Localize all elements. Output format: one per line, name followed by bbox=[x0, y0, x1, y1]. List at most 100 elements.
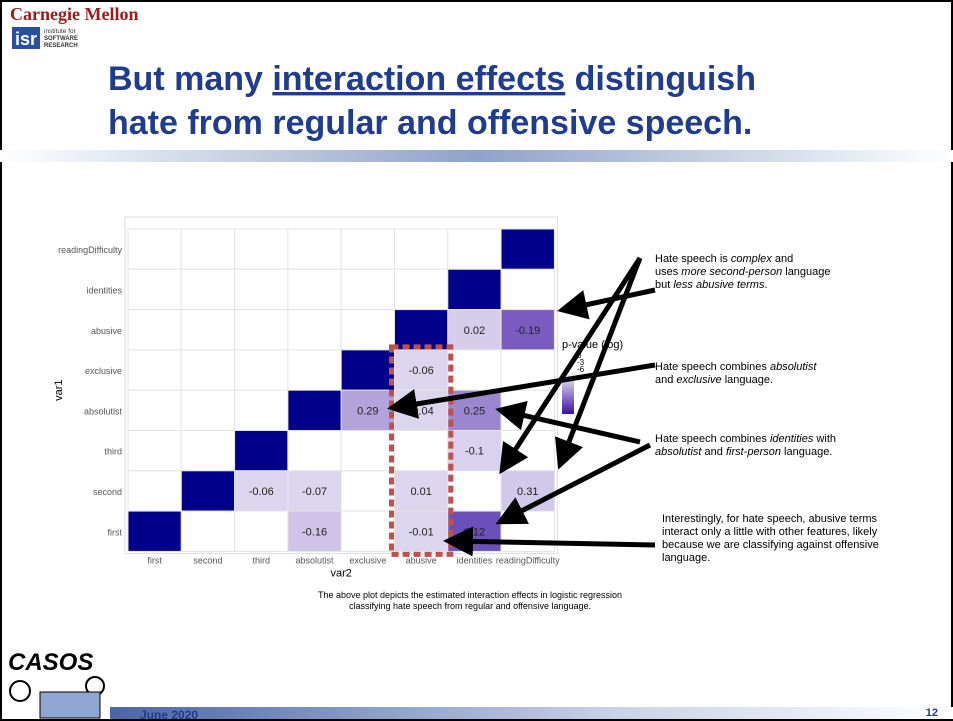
x-tick-label: third bbox=[252, 555, 270, 565]
heatmap-cell bbox=[234, 349, 289, 391]
heatmap-cell bbox=[234, 228, 289, 270]
heatmap-cell bbox=[234, 430, 289, 472]
text-segment: interact only a little with other featur… bbox=[662, 526, 878, 538]
heatmap-cell bbox=[234, 389, 289, 432]
heatmap-cell bbox=[447, 228, 502, 270]
heatmap-cell bbox=[127, 309, 182, 351]
cell-label: 0.01 bbox=[410, 486, 431, 498]
caption: classifying hate speech from regular and… bbox=[349, 601, 591, 611]
text-segment: language bbox=[782, 266, 830, 278]
text-line: Hate speech is complex and bbox=[655, 253, 793, 265]
text-segment: and bbox=[655, 374, 676, 386]
heatmap-cell bbox=[394, 309, 449, 351]
arrows bbox=[387, 256, 656, 557]
footer-bar bbox=[110, 707, 953, 719]
text-line: language. bbox=[662, 552, 710, 564]
legend-bar bbox=[562, 372, 574, 414]
heatmap-cell bbox=[287, 309, 342, 351]
heatmap-cell bbox=[287, 430, 342, 472]
text-segment: language. bbox=[722, 374, 773, 386]
y-tick-label: abusive bbox=[91, 326, 122, 336]
heatmap-cell bbox=[180, 430, 236, 472]
heatmap-cell bbox=[340, 430, 396, 472]
y-tick-label: first bbox=[108, 527, 123, 537]
heatmap-cell bbox=[234, 309, 289, 351]
text-segment: distinguish bbox=[565, 60, 756, 98]
logo-text: SOFTWARE bbox=[44, 36, 78, 42]
heatmap-cell bbox=[500, 228, 555, 270]
heatmap-cell bbox=[447, 470, 502, 512]
heatmap-cell bbox=[287, 349, 342, 391]
institution: Carnegie Mellon bbox=[10, 4, 138, 24]
y-tick-label: exclusive bbox=[85, 366, 122, 376]
logo-block bbox=[39, 691, 101, 719]
text-segment: exclusive bbox=[676, 374, 721, 386]
text-segment: interaction effects bbox=[272, 60, 565, 98]
text-line: and exclusive language. bbox=[655, 374, 773, 386]
cell-label: 0.02 bbox=[464, 325, 485, 337]
text-segment: less abusive terms bbox=[673, 279, 765, 291]
text-line: Hate speech combines absolutist bbox=[655, 361, 817, 373]
text-segment: Interestingly, for hate speech, abusive … bbox=[662, 513, 878, 525]
heatmap-cell bbox=[287, 389, 342, 432]
cell-label: 0.31 bbox=[517, 486, 538, 498]
legend-title: p-value (log) bbox=[562, 339, 623, 351]
text-segment: uses bbox=[655, 266, 681, 278]
x-axis-title: var2 bbox=[330, 567, 351, 579]
heatmap-cell bbox=[340, 389, 396, 432]
heatmap-cell bbox=[127, 268, 182, 311]
legend-tick: -6 bbox=[577, 365, 585, 374]
x-tick-label: identities bbox=[457, 555, 493, 565]
heatmap-cell bbox=[394, 228, 449, 270]
heatmap-cell bbox=[180, 268, 236, 311]
x-tick-label: readingDifficulty bbox=[496, 555, 560, 565]
cell-label: -0.01 bbox=[409, 526, 434, 538]
cell-label: 0.12 bbox=[464, 526, 485, 538]
heatmap-cell bbox=[500, 430, 555, 472]
heatmap-cell bbox=[127, 510, 182, 552]
text-line: because we are classifying against offen… bbox=[662, 539, 879, 551]
heatmap-cell bbox=[180, 389, 236, 432]
footer-date: June 2020 bbox=[140, 708, 198, 721]
y-tick-label: identities bbox=[86, 285, 122, 295]
heatmap-cell bbox=[394, 268, 449, 311]
heatmap-cell bbox=[447, 430, 502, 472]
y-axis-title: var1 bbox=[53, 379, 65, 400]
heatmap-cell bbox=[340, 349, 396, 391]
logo-text: RESEARCH bbox=[44, 43, 78, 49]
cell-label: -0.16 bbox=[302, 526, 327, 538]
text-segment: with bbox=[813, 433, 836, 445]
heatmap-cell bbox=[180, 510, 236, 552]
heatmap-cell bbox=[447, 268, 502, 311]
heatmap-cell bbox=[287, 228, 342, 270]
text-line: uses more second-person language bbox=[655, 266, 831, 278]
text-segment: Hate speech is bbox=[655, 253, 731, 265]
caption: The above plot depicts the estimated int… bbox=[318, 590, 622, 600]
heatmap-cell bbox=[394, 470, 449, 512]
y-tick-label: absolutist bbox=[84, 406, 123, 416]
text-segment: identities bbox=[770, 433, 814, 445]
heatmap-cell bbox=[340, 228, 396, 270]
heatmap-cell bbox=[180, 470, 236, 512]
logo: isr bbox=[15, 29, 37, 49]
legend-tick: -3 bbox=[577, 358, 585, 367]
heatmap-cell bbox=[180, 309, 236, 351]
logo-box bbox=[12, 27, 40, 49]
x-tick-label: second bbox=[193, 555, 222, 565]
x-tick-label: first bbox=[147, 555, 162, 565]
y-tick-label: third bbox=[104, 447, 122, 457]
text-segment: Hate speech combines bbox=[655, 433, 770, 445]
cell-label: -0.06 bbox=[409, 365, 434, 377]
y-tick-label: second bbox=[93, 487, 122, 497]
highlight-box bbox=[389, 344, 454, 557]
text-segment: and bbox=[772, 253, 793, 265]
logo-text: institute for bbox=[44, 28, 77, 35]
text-line: But many interaction effects distinguish bbox=[108, 60, 756, 98]
cell-label: -0.06 bbox=[249, 486, 274, 498]
text-segment: more second-person bbox=[681, 266, 782, 278]
text-segment: . bbox=[764, 279, 767, 291]
cell-label: 0.29 bbox=[357, 405, 378, 417]
heatmap-cell bbox=[500, 309, 555, 351]
